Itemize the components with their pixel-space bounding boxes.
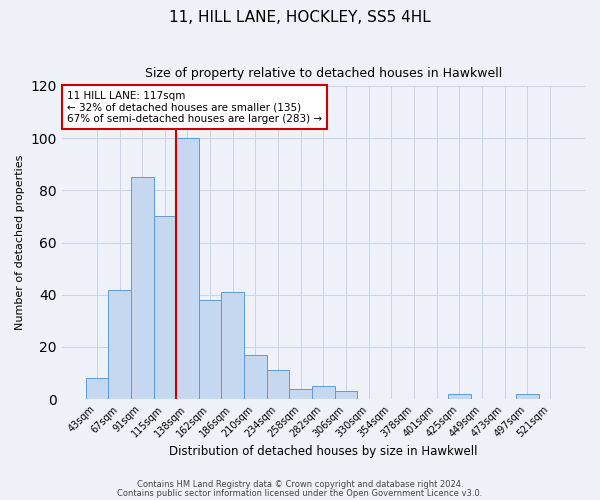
Text: Contains HM Land Registry data © Crown copyright and database right 2024.: Contains HM Land Registry data © Crown c… — [137, 480, 463, 489]
Title: Size of property relative to detached houses in Hawkwell: Size of property relative to detached ho… — [145, 68, 502, 80]
Text: 11, HILL LANE, HOCKLEY, SS5 4HL: 11, HILL LANE, HOCKLEY, SS5 4HL — [169, 10, 431, 25]
Bar — [221, 292, 244, 399]
X-axis label: Distribution of detached houses by size in Hawkwell: Distribution of detached houses by size … — [169, 444, 478, 458]
Bar — [108, 290, 131, 399]
Bar — [335, 392, 358, 399]
Text: 11 HILL LANE: 117sqm
← 32% of detached houses are smaller (135)
67% of semi-deta: 11 HILL LANE: 117sqm ← 32% of detached h… — [67, 90, 322, 124]
Text: Contains public sector information licensed under the Open Government Licence v3: Contains public sector information licen… — [118, 490, 482, 498]
Bar — [86, 378, 108, 399]
Bar — [516, 394, 539, 399]
Bar — [244, 355, 267, 399]
Bar — [448, 394, 470, 399]
Y-axis label: Number of detached properties: Number of detached properties — [15, 155, 25, 330]
Bar — [154, 216, 176, 399]
Bar — [176, 138, 199, 399]
Bar — [289, 388, 312, 399]
Bar — [199, 300, 221, 399]
Bar — [312, 386, 335, 399]
Bar — [267, 370, 289, 399]
Bar — [131, 177, 154, 399]
